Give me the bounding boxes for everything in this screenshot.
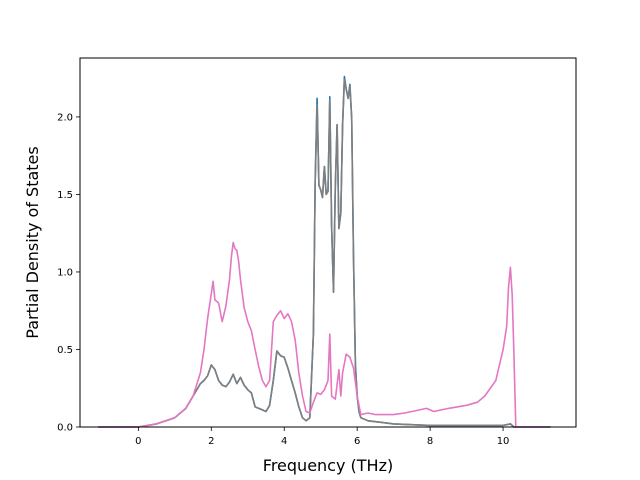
series-lines bbox=[98, 75, 551, 428]
x-tick-label: 8 bbox=[427, 436, 433, 447]
x-tick-label: 4 bbox=[281, 436, 287, 447]
x-axis-ticks: 0 2 4 6 8 10 bbox=[135, 427, 509, 447]
x-tick-label: 10 bbox=[497, 436, 510, 447]
x-tick-label: 0 bbox=[135, 436, 141, 447]
y-tick-label: 2.0 bbox=[57, 112, 73, 123]
y-axis-ticks: 0.0 0.5 1.0 1.5 2.0 bbox=[57, 112, 80, 434]
x-tick-label: 2 bbox=[208, 436, 214, 447]
y-tick-label: 0.0 bbox=[57, 423, 73, 434]
x-tick-label: 6 bbox=[354, 436, 360, 447]
y-tick-label: 1.5 bbox=[57, 190, 73, 201]
series-line-3 bbox=[98, 241, 551, 428]
x-axis-label: Frequency (THz) bbox=[263, 456, 393, 475]
series-line-2 bbox=[98, 78, 551, 428]
y-axis-label: Partial Density of States bbox=[23, 146, 42, 338]
series-line-1 bbox=[98, 75, 551, 428]
plot-frame bbox=[79, 57, 577, 428]
y-tick-label: 1.0 bbox=[57, 267, 73, 278]
y-tick-label: 0.5 bbox=[57, 345, 73, 356]
